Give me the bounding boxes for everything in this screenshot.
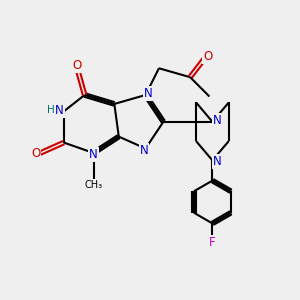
- Text: H: H: [46, 105, 54, 115]
- Text: N: N: [55, 104, 64, 117]
- Text: N: N: [212, 114, 221, 127]
- Text: O: O: [73, 59, 82, 72]
- Text: F: F: [209, 236, 216, 249]
- Text: N: N: [140, 143, 148, 157]
- Text: N: N: [212, 155, 221, 168]
- Text: O: O: [203, 50, 213, 63]
- Text: O: O: [31, 147, 40, 161]
- Text: CH₃: CH₃: [85, 180, 103, 190]
- Text: N: N: [89, 148, 98, 161]
- Text: N: N: [144, 87, 153, 100]
